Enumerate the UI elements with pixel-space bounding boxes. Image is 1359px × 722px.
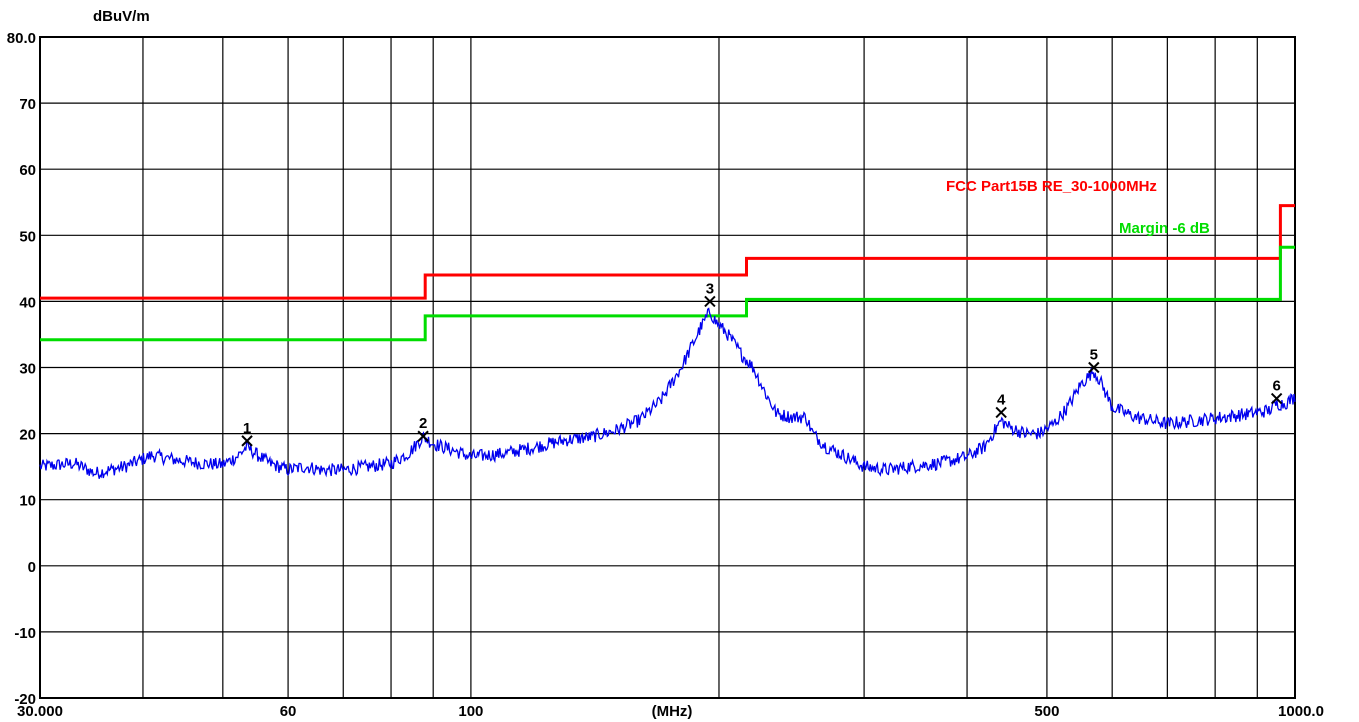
y-tick-label: -20 xyxy=(14,691,36,708)
x-tick-label: 500 xyxy=(1034,703,1059,720)
y-tick-label: 30 xyxy=(19,361,36,378)
y-axis-unit-label: dBuV/m xyxy=(93,8,150,25)
peak-marker-1: 1 xyxy=(241,420,253,447)
limit-line xyxy=(40,204,1295,300)
marker-label: 3 xyxy=(706,280,714,297)
marker-cross xyxy=(1270,392,1283,405)
marker-cross xyxy=(995,406,1007,419)
marker-cross xyxy=(417,430,429,442)
peak-marker-4: 4 xyxy=(995,391,1007,419)
y-tick-label: 80.0 xyxy=(7,30,36,47)
marker-label: 2 xyxy=(419,415,427,432)
series-layer xyxy=(39,204,1296,479)
y-tick-label: 10 xyxy=(19,493,36,510)
peak-marker-2: 2 xyxy=(417,415,429,442)
y-tick-label: -10 xyxy=(14,625,36,642)
x-tick-label: 30.000 xyxy=(17,703,63,720)
legend-limit-line: FCC Part15B RE_30-1000MHz xyxy=(946,178,1157,195)
y-tick-label: 50 xyxy=(19,228,36,245)
x-tick-label: 1000.0 xyxy=(1278,703,1324,720)
marker-cross xyxy=(1088,361,1100,374)
y-tick-label: 70 xyxy=(19,96,36,113)
measurement-trace xyxy=(39,307,1296,479)
margin-line xyxy=(40,245,1295,342)
marker-label: 1 xyxy=(243,420,251,437)
plot-border xyxy=(39,36,1296,699)
y-tick-label: 60 xyxy=(19,162,36,179)
marker-cross xyxy=(241,435,253,447)
marker-label: 4 xyxy=(997,391,1006,408)
legend: FCC Part15B RE_30-1000MHz Margin -6 dB xyxy=(946,178,1210,237)
marker-label: 6 xyxy=(1272,378,1280,395)
y-tick-label: 0 xyxy=(28,559,36,576)
y-tick-label: 40 xyxy=(19,294,36,311)
x-tick-label: 60 xyxy=(280,703,297,720)
axis-labels: dBuV/m (MHz) 80.0706050403020100-10-2030… xyxy=(7,8,1324,720)
marker-cross xyxy=(704,295,716,308)
x-tick-label: 100 xyxy=(458,703,483,720)
peak-marker-6: 6 xyxy=(1270,378,1283,405)
peak-marker-3: 3 xyxy=(704,280,716,308)
marker-layer: 1 2 3 4 5 6 xyxy=(241,280,1283,447)
x-axis-unit-label: (MHz) xyxy=(652,703,693,720)
y-tick-label: 20 xyxy=(19,427,36,444)
peak-marker-5: 5 xyxy=(1088,347,1100,374)
marker-label: 5 xyxy=(1090,347,1098,364)
legend-margin-line: Margin -6 dB xyxy=(1119,220,1210,237)
